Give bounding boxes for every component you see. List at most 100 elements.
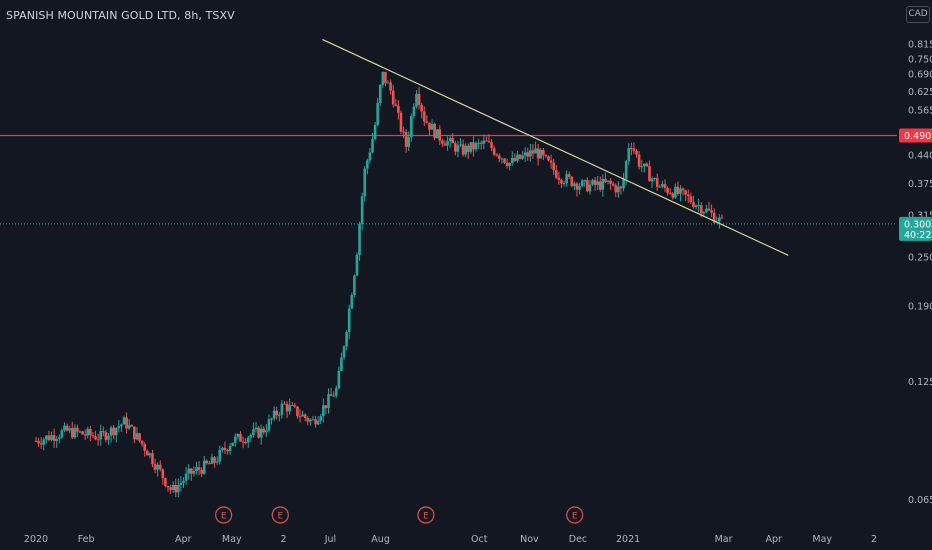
candle-body [218,450,222,462]
earnings-marker[interactable] [271,506,289,524]
candle-body [133,426,136,440]
candle-body [557,177,561,180]
candle-body [689,196,693,203]
candle-body [477,142,480,144]
candle-body [500,158,504,160]
candle-body [363,168,367,197]
candle-body [334,388,338,396]
candle-body [601,178,605,190]
candle-body [580,180,584,187]
candle-body [650,178,654,182]
candle-body [96,439,100,441]
candle-body [140,440,144,445]
candle-body [244,442,247,444]
candle-body [231,442,235,446]
candle-body [443,143,447,146]
candle-body [622,178,625,189]
candle-body [637,154,641,167]
price-axis-label: 0.065 [908,495,932,506]
candle-body [241,441,245,443]
earnings-marker-label: E [277,512,283,522]
candle-body [598,181,602,190]
candle-body [161,469,165,479]
candle-body [262,428,266,433]
candle-body [57,437,61,440]
candle-body [272,410,276,419]
candle-body [510,157,514,163]
currency-badge[interactable]: CAD [906,6,930,23]
candle-body [200,469,203,474]
candle-body [609,180,612,184]
price-axis-label: 0.815 [908,39,932,50]
candle-body [104,432,108,440]
time-axis-background [0,530,897,550]
candle-body [521,155,524,159]
candle-body [645,163,649,167]
price-axis-label: 0.565 [908,105,932,116]
candle-body [505,162,509,167]
candle-body [34,440,38,442]
candle-body [179,482,183,485]
candle-body [635,150,638,155]
candle-body [596,181,599,185]
candle-body [177,484,180,493]
candle-body [606,180,610,182]
candle-body [342,346,346,358]
candle-body [52,435,56,441]
candle-body [146,450,149,456]
candle-body [120,424,123,427]
candle-body [122,417,126,425]
candle-body [529,150,532,157]
candle-body [293,405,297,407]
candle-body [164,478,167,486]
candle-body [410,115,413,138]
earnings-marker[interactable] [417,506,435,524]
candle-body [676,186,680,194]
candle-body [148,453,152,456]
candle-body [68,428,71,431]
candle-body [469,142,473,152]
candle-body [702,212,706,214]
candle-body [65,425,69,431]
candle-body [681,188,685,191]
candle-body [712,212,716,223]
candle-body [107,435,110,440]
candle-body [422,111,426,122]
candle-body [578,186,581,190]
candle-body [560,179,563,184]
earnings-marker[interactable] [215,506,233,524]
candle-body [425,121,429,123]
candle-body [461,144,465,155]
candle-body [70,428,74,438]
candle-body [692,202,695,208]
candle-body [705,208,708,213]
candle-body [536,148,540,159]
price-axis-label: 0.440 [908,150,932,161]
candle-body [684,190,687,195]
candle-body [686,194,690,197]
candle-body [562,183,566,185]
candle-body [441,140,444,144]
candle-body [296,406,299,417]
candle-body [192,470,196,474]
candle-body [215,461,219,463]
candle-body [694,205,698,208]
candle-body [309,419,312,422]
candle-body [472,142,475,150]
candle-body [350,295,354,309]
candle-body [156,464,159,470]
candle-body [324,405,328,409]
price-axis-label: 0.375 [908,179,932,190]
candle-body [376,102,379,125]
candle-body [109,427,113,436]
candle-body [508,162,511,167]
candle-body [337,370,341,389]
time-axis-label: Apr [765,534,782,545]
earnings-marker[interactable] [566,506,584,524]
candle-body [252,429,255,435]
candle-body [73,427,77,438]
price-axis-background [897,0,932,550]
candle-body [303,414,307,418]
candle-body [340,357,343,371]
